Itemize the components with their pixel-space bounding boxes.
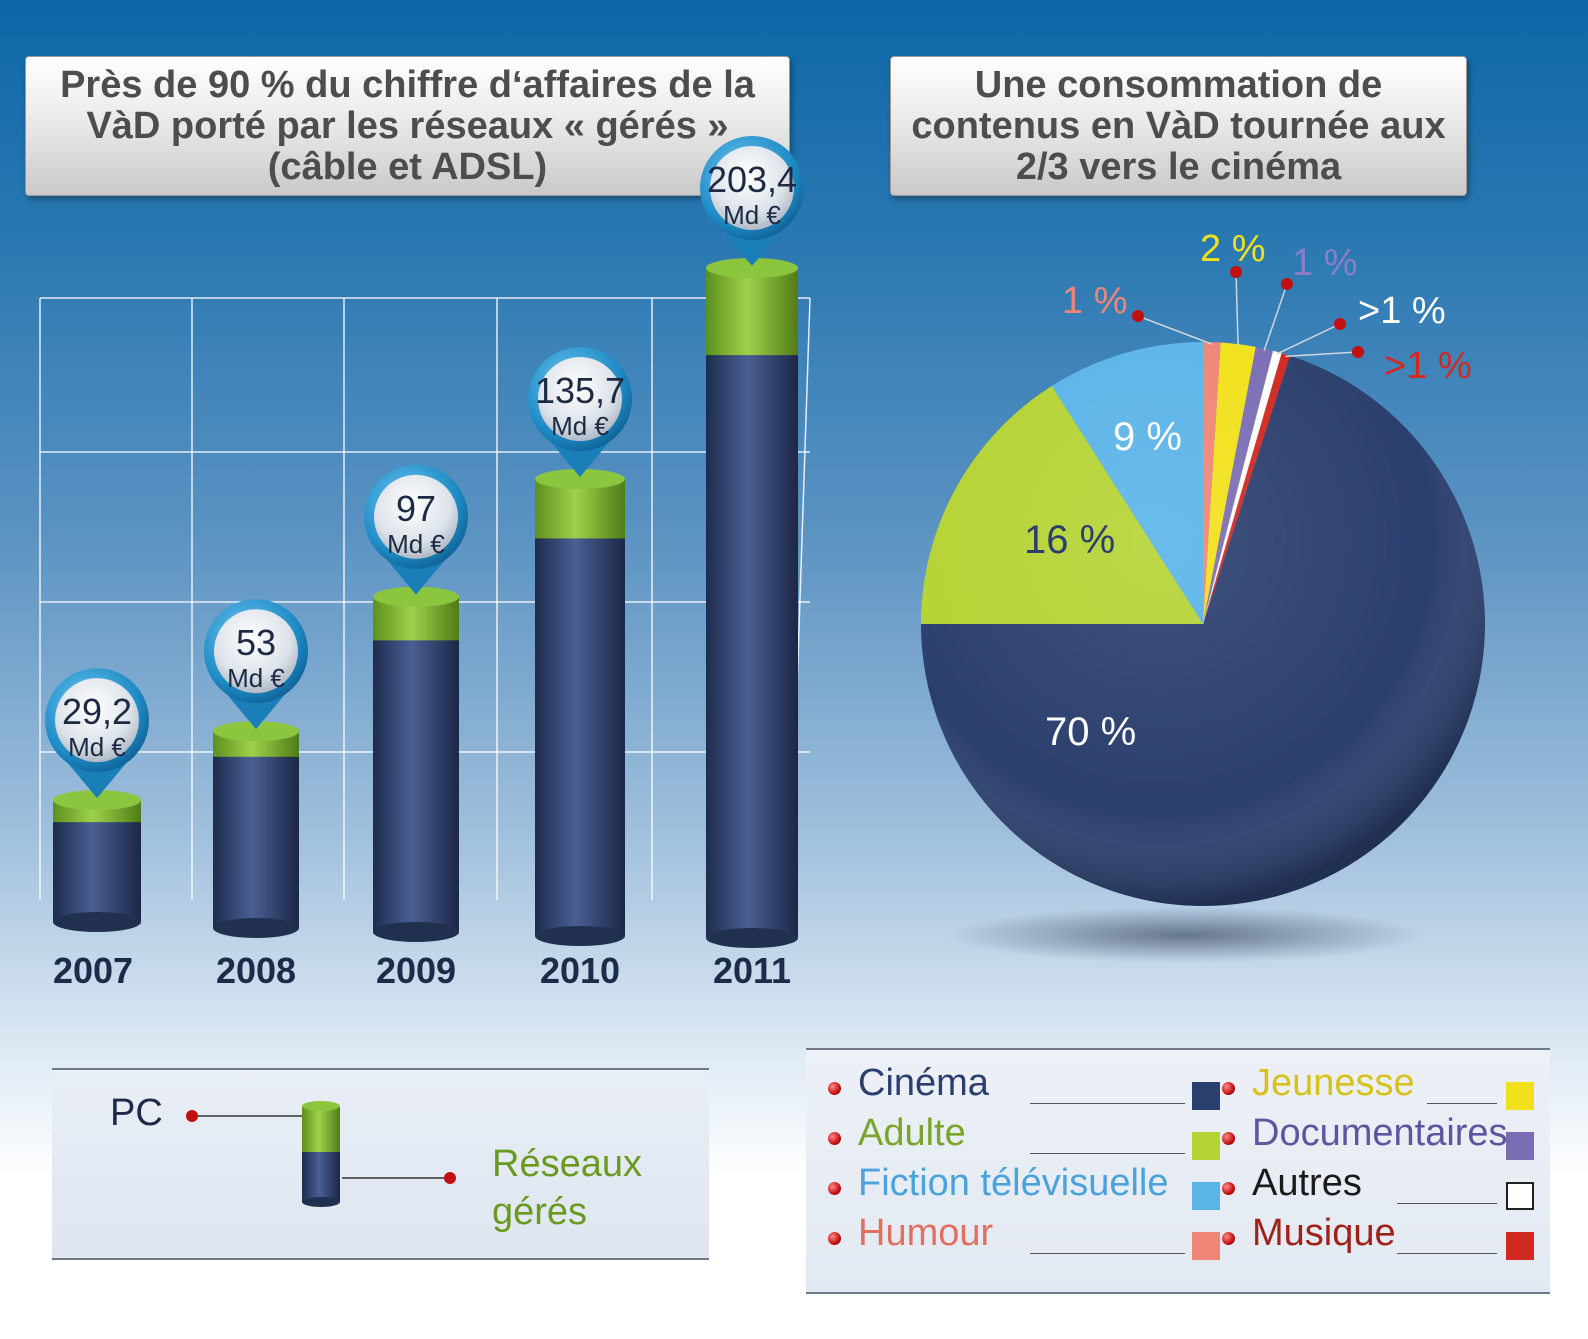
legend-bullet-icon: [828, 1082, 841, 1095]
pie-label-adulte: 16 %: [1024, 518, 1116, 562]
value-unit-label: Md €: [723, 200, 781, 230]
leader-dot-jeunesse: [1230, 266, 1242, 278]
bar-2010: [535, 469, 625, 946]
pie-label-jeunesse: 2 %: [1200, 228, 1266, 270]
pie-shadow: [945, 907, 1425, 963]
legend-label: Documentaires: [1252, 1112, 1508, 1154]
managed-networks-label-line1: Réseaux: [492, 1143, 642, 1185]
legend-label: Musique: [1252, 1212, 1396, 1254]
value-pin-2010: 135,7Md €: [528, 347, 632, 478]
leader-dot-humour: [1132, 310, 1144, 322]
value-label: 135,7: [535, 370, 625, 411]
value-label: 97: [396, 488, 436, 529]
category-legend: Cinéma Adulte Fiction télévisuelle Humour Je…: [806, 1048, 1550, 1294]
pie-chart-title: Une consommation de contenus en VàD tour…: [890, 56, 1467, 196]
leader-line-documentaires: [1263, 283, 1288, 351]
legend-label: Fiction télévisuelle: [858, 1162, 1169, 1204]
leader-dot-documentaires: [1281, 278, 1293, 290]
pie-label-humour: 1 %: [1062, 280, 1128, 322]
legend-bullet-icon: [828, 1182, 841, 1195]
managed-networks-segment: [302, 1152, 340, 1202]
legend-swatch-musique: [1506, 1232, 1534, 1260]
legend-label: Cinéma: [858, 1062, 989, 1104]
value-label: 53: [236, 622, 276, 663]
legend-bullet-icon: [1222, 1132, 1235, 1145]
bar-2009: [373, 586, 459, 942]
x-tick-label: 2007: [52, 950, 134, 991]
value-label: 29,2: [62, 691, 132, 732]
networks-marker-dot: [444, 1172, 456, 1184]
legend-swatch-fiction: [1192, 1182, 1220, 1210]
managed-networks-label-line2: gérés: [492, 1191, 588, 1233]
managed-networks-label: Réseaux gérés: [492, 1140, 642, 1236]
pie-label-fiction: 9 %: [1113, 415, 1182, 459]
pie-label-musique: >1 %: [1384, 345, 1472, 387]
legend-leader-line: [1030, 1153, 1185, 1154]
x-tick-label: 2008: [215, 950, 297, 991]
x-tick-label: 2011: [712, 950, 792, 991]
bar-2008: [213, 721, 299, 938]
value-pin-2011: 203,4Md €: [700, 136, 804, 266]
pie-chart-title-text: Une consommation de contenus en VàD tour…: [911, 63, 1446, 188]
legend-leader-line: [1030, 1253, 1185, 1254]
legend-swatch-autres: [1506, 1182, 1534, 1210]
value-unit-label: Md €: [227, 663, 285, 693]
bar-2007: [53, 790, 141, 932]
legend-bullet-icon: [1222, 1082, 1235, 1095]
pc-marker-dot: [186, 1110, 198, 1122]
legend-leader-line: [1397, 1253, 1497, 1254]
leader-line-autres: [1276, 323, 1341, 355]
leader-dot-musique: [1352, 346, 1364, 358]
value-unit-label: Md €: [551, 411, 609, 441]
bar-chart-title: Près de 90 % du chiffre d‘affaires de la…: [25, 56, 790, 196]
legend-label: Adulte: [858, 1112, 966, 1154]
network-legend: PC Réseaux gérés: [52, 1068, 709, 1260]
leader-dot-autres: [1334, 318, 1346, 330]
legend-bullet-icon: [1222, 1182, 1235, 1195]
leader-line-musique: [1285, 351, 1359, 358]
value-label: 203,4: [707, 159, 797, 200]
x-tick-label: 2009: [375, 950, 457, 991]
legend-label: Autres: [1252, 1162, 1362, 1204]
legend-swatch-humour: [1192, 1232, 1220, 1260]
legend-bullet-icon: [828, 1232, 841, 1245]
pie-label-autres: >1 %: [1358, 290, 1446, 332]
legend-label: Jeunesse: [1252, 1062, 1415, 1104]
x-tick-label: 2010: [539, 950, 621, 991]
leader-line-humour: [1137, 315, 1213, 345]
legend-bullet-icon: [828, 1132, 841, 1145]
legend-bullet-icon: [1222, 1232, 1235, 1245]
value-pin-2007: 29,2Md €: [45, 668, 149, 799]
legend-swatch-jeunesse: [1506, 1082, 1534, 1110]
legend-swatch-documentaires: [1506, 1132, 1534, 1160]
legend-swatch-cinema: [1192, 1082, 1220, 1110]
bar-2011: [706, 258, 798, 948]
legend-leader-line: [1397, 1203, 1497, 1204]
legend-swatch-adulte: [1192, 1132, 1220, 1160]
legend-label: Humour: [858, 1212, 994, 1254]
value-unit-label: Md €: [387, 529, 445, 559]
pie-shading: [921, 342, 1485, 906]
network-legend-diagram: [186, 1101, 456, 1207]
leader-line-jeunesse: [1235, 271, 1239, 347]
legend-leader-line: [1427, 1103, 1497, 1104]
bar-chart-title-text: Près de 90 % du chiffre d‘affaires de la…: [60, 63, 755, 188]
pie-label-cinema: 70 %: [1045, 710, 1137, 754]
pie-label-documentaires: 1 %: [1292, 242, 1358, 284]
pie-chart: [921, 266, 1485, 963]
value-unit-label: Md €: [68, 732, 126, 762]
legend-leader-line: [1030, 1103, 1185, 1104]
pc-segment: [302, 1106, 340, 1152]
pc-label: PC: [110, 1092, 163, 1134]
